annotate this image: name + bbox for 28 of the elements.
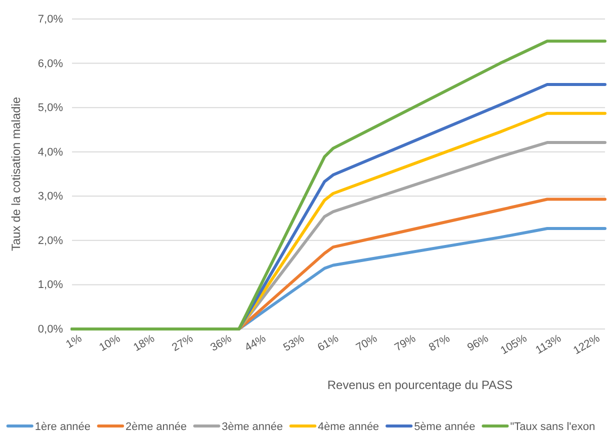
x-tick-label: 18% [132, 332, 157, 354]
x-tick-label: 36% [208, 332, 234, 354]
y-tick-label: 7,0% [38, 14, 64, 26]
x-tick-label: 87% [427, 332, 452, 354]
x-tick-label: 61% [316, 332, 341, 354]
y-tick-label: 0,0% [38, 324, 64, 336]
x-tick-label: 44% [242, 332, 268, 354]
x-tick-label: 79% [392, 332, 418, 354]
x-tick-label: 10% [97, 332, 123, 354]
x-tick-label: 1% [64, 332, 84, 351]
x-tick-label: 70% [354, 332, 380, 354]
y-tick-label: 4,0% [38, 146, 64, 158]
y-tick-label: 1,0% [38, 279, 64, 292]
legend-label: 2ème année [126, 421, 187, 433]
legend-label: 4ème année [318, 421, 380, 433]
y-tick-label: 5,0% [38, 102, 64, 114]
legend-label: "Taux sans l'exon [510, 421, 596, 433]
legend-label: 3ème année [222, 421, 283, 433]
y-tick-label: 2,0% [38, 234, 64, 247]
y-axis-title: Taux de la cotisation maladie [9, 96, 23, 252]
y-tick-label: 6,0% [38, 58, 64, 70]
x-tick-label: 96% [466, 332, 491, 354]
x-axis-title: Revenus en pourcentage du PASS [327, 378, 513, 392]
x-tick-label: 53% [281, 332, 307, 354]
legend-label: 5ème année [414, 421, 476, 433]
y-tick-label: 3,0% [38, 190, 64, 203]
legend-label: 1ère année [34, 421, 91, 433]
x-tick-label: 27% [170, 332, 196, 354]
